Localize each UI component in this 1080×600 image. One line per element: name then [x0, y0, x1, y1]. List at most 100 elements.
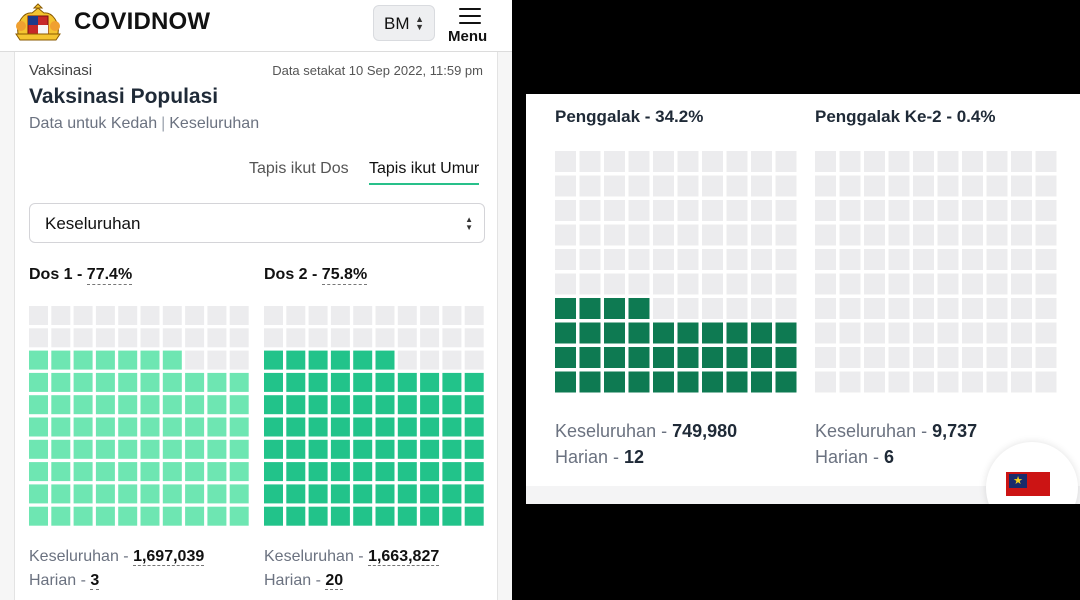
waffle-cell-empty	[1035, 273, 1057, 295]
waffle-cell-empty	[888, 273, 910, 295]
waffle-cell-empty	[937, 298, 959, 319]
menu-button[interactable]: Menu	[446, 6, 496, 46]
waffle-cell-filled	[229, 462, 249, 482]
dose1-total-value[interactable]: 1,697,039	[133, 548, 205, 566]
waffle-cell-empty	[726, 273, 748, 295]
waffle-cell-empty	[162, 306, 182, 325]
waffle-cell-filled	[375, 395, 395, 415]
booster2-total-value[interactable]: 9,737	[932, 421, 978, 441]
waffle-cell-filled	[207, 506, 227, 526]
waffle-cell-empty	[1011, 298, 1032, 319]
booster1-total-value[interactable]: 749,980	[672, 421, 738, 441]
language-switcher[interactable]: BM ▲ ▼	[373, 5, 435, 41]
waffle-cell-filled	[207, 395, 227, 415]
waffle-cell-filled	[726, 371, 748, 393]
waffle-cell-empty	[628, 273, 650, 295]
waffle-cell-empty	[888, 249, 910, 270]
waffle-cell-empty	[937, 224, 959, 246]
waffle-cell-empty	[604, 175, 625, 197]
waffle-cell-filled	[397, 439, 417, 459]
waffle-cell-empty	[73, 306, 93, 325]
waffle-cell-empty	[888, 224, 910, 246]
right-screen: Penggalak - 34.2% Penggalak Ke-2 - 0.4% …	[526, 94, 1080, 504]
waffle-cell-filled	[29, 417, 48, 437]
waffle-cell-filled	[73, 417, 93, 437]
waffle-cell-empty	[118, 328, 138, 348]
dose1-daily-value[interactable]: 3	[90, 572, 100, 590]
waffle-cell-empty	[839, 347, 861, 368]
dose2-total-value[interactable]: 1,663,827	[368, 548, 440, 566]
waffle-cell-empty	[815, 249, 836, 270]
waffle-cell-empty	[628, 175, 650, 197]
booster1-daily-value[interactable]: 12	[624, 447, 645, 467]
waffle-cell-filled	[628, 371, 650, 393]
waffle-cell-empty	[775, 298, 797, 319]
waffle-cell-empty	[775, 175, 797, 197]
waffle-cell-filled	[442, 506, 462, 526]
waffle-cell-empty	[555, 273, 576, 295]
dose2-percent[interactable]: 75.8%	[321, 266, 368, 285]
waffle-cell-empty	[913, 273, 934, 295]
waffle-cell-empty	[839, 322, 861, 344]
waffle-cell-empty	[442, 350, 462, 370]
waffle-cell-filled	[229, 506, 249, 526]
brand-name[interactable]: COVIDNOW	[74, 8, 211, 35]
waffle-cell-empty	[913, 347, 934, 368]
waffle-cell-filled	[185, 462, 205, 482]
waffle-cell-empty	[1035, 371, 1057, 393]
waffle-cell-empty	[937, 347, 959, 368]
menu-label: Menu	[448, 28, 488, 45]
waffle-cell-empty	[579, 151, 601, 172]
waffle-cell-filled	[73, 462, 93, 482]
waffle-cell-empty	[1011, 273, 1032, 295]
waffle-cell-empty	[1011, 371, 1032, 393]
dose2-daily-label: Harian -	[264, 572, 326, 589]
dose1-percent[interactable]: 77.4%	[86, 266, 133, 285]
waffle-cell-empty	[815, 175, 836, 197]
dose1-waffle-chart	[29, 306, 249, 526]
waffle-cell-empty	[677, 175, 699, 197]
waffle-cell-empty	[815, 151, 836, 172]
waffle-cell-empty	[937, 371, 959, 393]
booster2-daily-value[interactable]: 6	[884, 447, 895, 467]
coat-of-arms-logo-icon[interactable]	[12, 3, 64, 44]
waffle-cell-empty	[702, 151, 723, 172]
waffle-cell-filled	[604, 371, 625, 393]
waffle-cell-filled	[118, 506, 138, 526]
tab-filter-by-dose[interactable]: Tapis ikut Dos	[249, 160, 349, 177]
dose2-daily-value[interactable]: 20	[325, 572, 344, 590]
waffle-cell-filled	[464, 506, 484, 526]
waffle-cell-filled	[375, 462, 395, 482]
waffle-cell-filled	[229, 395, 249, 415]
waffle-cell-filled	[702, 322, 723, 344]
tab-filter-by-age[interactable]: Tapis ikut Umur	[369, 160, 480, 185]
waffle-cell-empty	[726, 151, 748, 172]
waffle-cell-filled	[51, 462, 71, 482]
waffle-cell-filled	[207, 417, 227, 437]
waffle-cell-empty	[962, 371, 983, 393]
waffle-cell-empty	[555, 200, 576, 221]
waffle-cell-filled	[308, 506, 328, 526]
waffle-cell-empty	[864, 347, 885, 368]
waffle-cell-empty	[464, 306, 484, 325]
age-group-select[interactable]: Keseluruhan ▲ ▼	[29, 203, 485, 243]
waffle-cell-filled	[353, 350, 373, 370]
waffle-cell-empty	[937, 249, 959, 270]
waffle-cell-filled	[140, 484, 160, 504]
waffle-cell-filled	[330, 417, 350, 437]
subtitle-state: Data untuk Kedah	[29, 115, 158, 132]
waffle-cell-filled	[140, 439, 160, 459]
waffle-cell-filled	[286, 439, 306, 459]
waffle-cell-empty	[397, 350, 417, 370]
waffle-cell-empty	[775, 273, 797, 295]
waffle-cell-empty	[1011, 347, 1032, 368]
waffle-cell-filled	[353, 462, 373, 482]
waffle-cell-empty	[628, 151, 650, 172]
waffle-cell-filled	[207, 484, 227, 504]
waffle-cell-filled	[118, 417, 138, 437]
waffle-cell-empty	[986, 151, 1008, 172]
waffle-cell-filled	[726, 322, 748, 344]
booster2-total: Keseluruhan - 9,737	[815, 421, 977, 442]
waffle-cell-filled	[420, 395, 440, 415]
waffle-cell-empty	[229, 328, 249, 348]
